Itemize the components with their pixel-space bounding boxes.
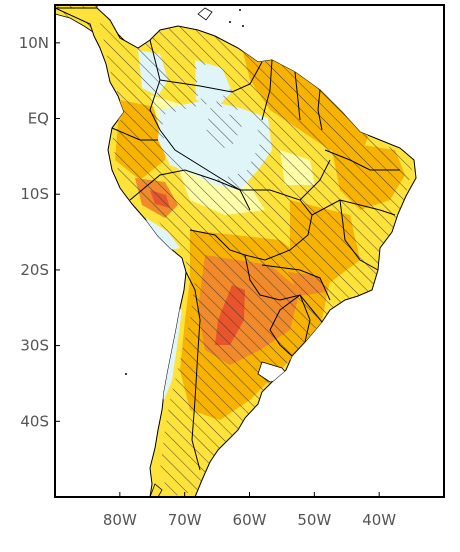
light-blue-region-coast: [146, 218, 180, 250]
lon-tick-label: 50W: [297, 511, 331, 529]
hatch-amazon-interior: [205, 108, 245, 150]
lon-tick-label: 60W: [233, 511, 267, 529]
lat-tick-label: 10S: [20, 185, 49, 203]
lon-tick-label: 40W: [362, 511, 396, 529]
lat-tick-label: 30S: [20, 337, 49, 355]
lon-tick-label: 80W: [103, 511, 137, 529]
country-borders: [111, 39, 400, 471]
lat-tick-label: 40S: [20, 412, 49, 430]
unhatched-venezuela: [196, 62, 230, 102]
island-speck: [239, 9, 241, 11]
longitude-axis: 80W 70W 60W 50W 40W: [103, 492, 396, 529]
lat-tick-label: EQ: [28, 110, 49, 128]
caribbean-islands: [197, 7, 213, 21]
island-speck: [125, 373, 127, 375]
chiloe-fjords: [149, 483, 163, 497]
island-speck: [242, 25, 244, 27]
island-speck: [229, 21, 231, 23]
lon-tick-label: 70W: [168, 511, 202, 529]
lat-tick-label: 10N: [19, 34, 49, 52]
latitude-axis: 10N EQ 10S 20S 30S 40S: [19, 34, 60, 430]
lat-tick-label: 20S: [20, 261, 49, 279]
